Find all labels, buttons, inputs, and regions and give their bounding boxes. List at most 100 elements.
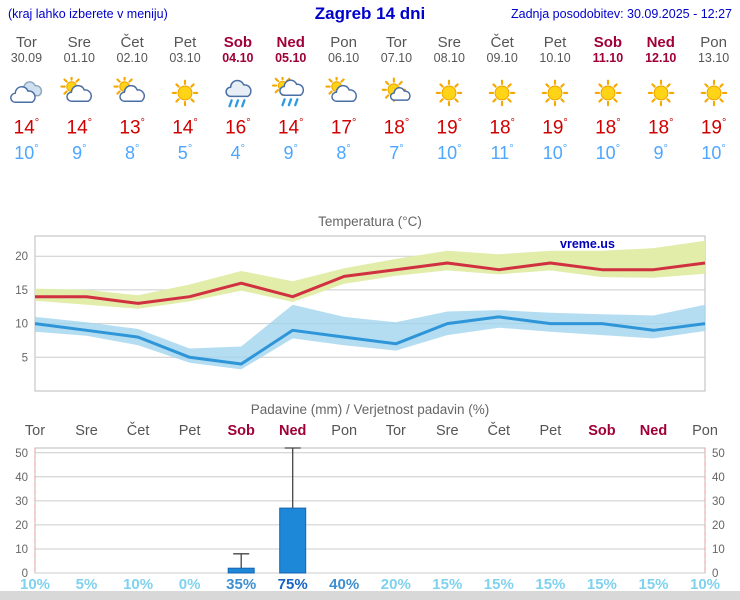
high-temp: 19° xyxy=(687,117,740,139)
low-temp: 10° xyxy=(529,143,582,164)
high-temp-value: 14 xyxy=(13,117,35,139)
day-column: Sob 04.10 16° 4° xyxy=(211,30,264,164)
weather-icon xyxy=(53,77,106,113)
day-name: Pon xyxy=(330,34,357,51)
precip-probability: 0% xyxy=(179,576,201,593)
high-temp-value: 16 xyxy=(225,117,247,139)
degree-symbol: ° xyxy=(615,142,621,155)
precip-probability: 75% xyxy=(278,576,308,593)
day-name: Sob xyxy=(593,34,623,51)
high-temp: 18° xyxy=(634,117,687,139)
days-row: Tor 30.09 14° 10° Sre 01.10 14° 9° Čet 0… xyxy=(0,30,740,164)
location-menu-note: (kraj lahko izberete v meniju) xyxy=(8,7,168,21)
y-axis-tick-left: 10 xyxy=(15,544,28,556)
day-name: Pon xyxy=(700,34,727,51)
day-name: Ned xyxy=(276,34,305,51)
day-column: Sob 11.10 18° 10° xyxy=(581,30,634,164)
low-temp-value: 4 xyxy=(230,142,241,163)
y-axis-tick-left: 30 xyxy=(15,496,28,508)
high-temp: 18° xyxy=(476,117,529,139)
low-temp: 10° xyxy=(423,143,476,164)
max-temp-line xyxy=(35,261,706,305)
degree-symbol: ° xyxy=(299,117,304,130)
weather-icon xyxy=(476,77,529,113)
high-temp-value: 14 xyxy=(172,117,194,139)
precip-day-label: Ned xyxy=(640,423,667,439)
degree-symbol: ° xyxy=(509,142,514,155)
precipitation-chart: Tor Sre Čet Pet Sob Ned Pon Tor Sre Čet Pet Sob Ned P… xyxy=(15,422,725,593)
precip-day-label: Pon xyxy=(331,423,357,439)
degree-symbol: ° xyxy=(457,117,463,130)
day-date: 06.10 xyxy=(327,51,360,66)
y-axis-tick: 10 xyxy=(15,319,28,331)
precip-day-label: Tor xyxy=(25,423,45,439)
y-axis-tick-left: 50 xyxy=(15,448,28,460)
weather-icon xyxy=(634,77,687,113)
high-temp-value: 19 xyxy=(542,117,564,139)
low-temp: 8° xyxy=(106,143,159,164)
day-column: Ned 12.10 18° 9° xyxy=(634,30,687,164)
day-name: Čet xyxy=(490,34,514,51)
high-temp: 14° xyxy=(53,117,106,139)
weather-icon xyxy=(317,77,370,113)
high-temp-value: 19 xyxy=(700,117,722,139)
precip-probability: 35% xyxy=(226,576,256,593)
degree-symbol: ° xyxy=(616,117,621,130)
precip-probability: 15% xyxy=(587,576,617,593)
degree-symbol: ° xyxy=(562,142,568,155)
day-date: 11.10 xyxy=(592,51,624,66)
watermark-link[interactable]: vreme.us xyxy=(560,237,615,251)
low-temp-value: 9 xyxy=(283,142,294,163)
high-temp: 17° xyxy=(317,117,370,139)
y-axis-tick-left: 40 xyxy=(15,472,28,484)
y-axis-tick-right: 20 xyxy=(712,520,725,532)
low-temp: 4° xyxy=(211,143,264,164)
low-temp-value: 11 xyxy=(490,142,510,163)
degree-symbol: ° xyxy=(721,142,726,155)
day-name: Tor xyxy=(16,34,37,51)
low-temp-value: 5 xyxy=(177,142,188,163)
precip-probability: 5% xyxy=(76,576,98,593)
weather-icon xyxy=(106,77,159,113)
temperature-chart: 5 10 15 20 vreme.us xyxy=(15,235,706,392)
precip-probability: 10% xyxy=(20,576,50,593)
precip-probability: 15% xyxy=(535,576,565,593)
low-temp-value: 10 xyxy=(701,142,722,163)
degree-symbol: ° xyxy=(399,142,404,155)
high-temp: 18° xyxy=(370,117,423,139)
footer-strip xyxy=(0,591,740,600)
low-temp-value: 10 xyxy=(14,142,35,163)
y-axis-tick-right: 30 xyxy=(712,496,725,508)
low-temp: 9° xyxy=(264,143,317,164)
y-axis-tick-right: 50 xyxy=(712,448,725,460)
day-name: Sre xyxy=(67,34,91,51)
low-temp-value: 8 xyxy=(336,142,347,163)
low-temp-value: 8 xyxy=(124,142,135,163)
day-date: 09.10 xyxy=(486,51,518,66)
high-temp-value: 18 xyxy=(383,117,405,139)
degree-symbol: ° xyxy=(721,117,727,130)
day-date: 30.09 xyxy=(10,51,43,66)
degree-symbol: ° xyxy=(404,117,410,130)
high-temp: 14° xyxy=(0,117,53,139)
weather-icon xyxy=(211,77,264,113)
day-date: 12.10 xyxy=(645,51,677,66)
high-temp-value: 18 xyxy=(647,117,670,139)
precip-day-label: Tor xyxy=(386,423,406,439)
y-axis-tick: 15 xyxy=(15,285,28,297)
precip-day-label: Ned xyxy=(279,423,306,439)
precip-day-label: Pon xyxy=(692,423,718,439)
y-axis-tick-right: 10 xyxy=(712,544,725,556)
high-temp-value: 13 xyxy=(119,117,141,139)
day-name: Pet xyxy=(543,34,567,51)
precip-plot-area xyxy=(34,447,706,574)
precip-day-label: Sre xyxy=(436,423,459,439)
high-temp-value: 18 xyxy=(595,117,617,139)
low-temp: 5° xyxy=(159,143,212,164)
high-temp-value: 18 xyxy=(489,117,511,139)
day-column: Sre 01.10 14° 9° xyxy=(53,30,106,164)
high-temp-value: 14 xyxy=(66,117,88,139)
high-temp-value: 19 xyxy=(436,117,458,139)
low-temp: 9° xyxy=(634,143,687,164)
low-temp: 10° xyxy=(0,143,53,164)
